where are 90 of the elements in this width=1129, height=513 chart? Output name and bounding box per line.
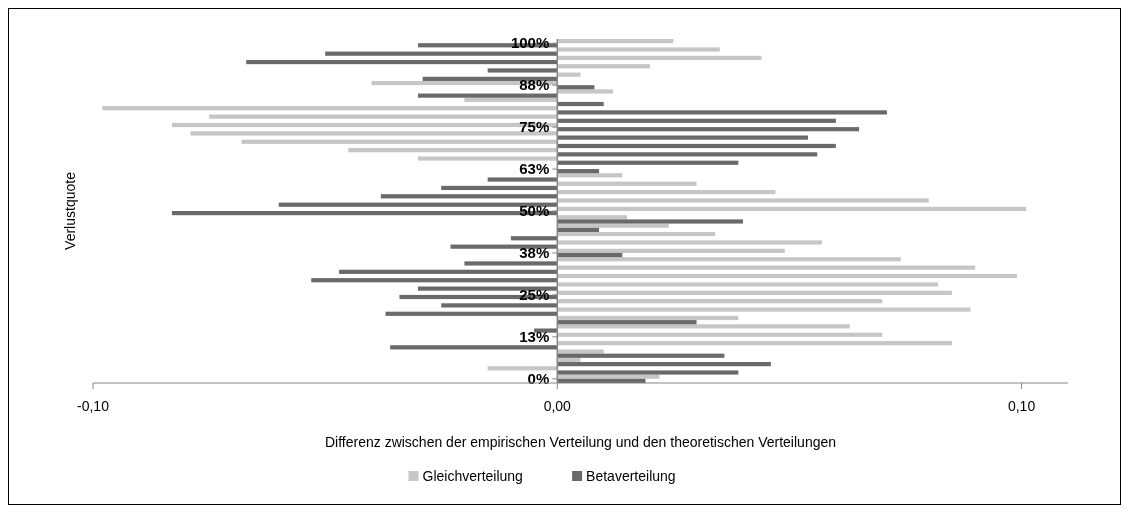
bar xyxy=(464,97,558,102)
bar xyxy=(557,307,971,312)
bar xyxy=(557,240,822,245)
bar xyxy=(557,169,600,174)
bar xyxy=(557,324,850,329)
bar xyxy=(557,190,776,195)
y-tick-label: 0% xyxy=(527,370,550,388)
bar xyxy=(510,236,558,241)
bar xyxy=(557,64,651,69)
bar xyxy=(278,202,558,207)
x-tick-label: 0,00 xyxy=(543,398,572,414)
legend-label: Gleichverteilung xyxy=(422,468,523,484)
bar xyxy=(190,131,558,136)
bar xyxy=(557,152,818,157)
bar xyxy=(246,59,558,65)
bar xyxy=(534,328,558,333)
bar xyxy=(557,252,623,258)
bar xyxy=(557,72,581,77)
y-tick-label: 88% xyxy=(519,76,550,94)
bar xyxy=(557,118,836,123)
legend-label: Betaverteilung xyxy=(586,468,676,484)
bar xyxy=(557,231,716,237)
x-axis-title: Differenz zwischen der empirischen Verteilung und den theoretischen Verteilungen xyxy=(324,434,837,450)
bar xyxy=(487,366,558,371)
bar xyxy=(557,374,660,379)
bar xyxy=(422,76,558,81)
bar xyxy=(418,93,558,98)
y-tick-label: 13% xyxy=(519,328,550,346)
bar xyxy=(557,282,938,287)
bar xyxy=(557,349,604,354)
y-tick-label: 25% xyxy=(519,286,550,304)
bar xyxy=(418,286,558,291)
bar xyxy=(557,181,697,186)
bar xyxy=(557,143,836,149)
bar xyxy=(441,303,558,308)
bar xyxy=(241,139,558,144)
bar xyxy=(557,219,743,224)
y-tick-label: 75% xyxy=(519,118,550,136)
bar xyxy=(557,315,739,321)
bar xyxy=(325,51,558,56)
bar xyxy=(441,185,558,191)
bar xyxy=(487,177,558,182)
bar xyxy=(209,114,558,119)
bar xyxy=(464,261,558,266)
bar xyxy=(557,135,808,140)
y-axis-title: Verlustquote xyxy=(62,171,78,250)
bar xyxy=(557,357,581,363)
x-tick-label: -0,10 xyxy=(77,398,110,414)
bar xyxy=(557,341,952,346)
bar xyxy=(557,290,952,295)
bar xyxy=(557,265,976,270)
bar xyxy=(557,299,883,304)
bar xyxy=(557,223,669,228)
bar xyxy=(487,68,558,73)
bar xyxy=(102,106,558,111)
bar xyxy=(557,160,739,165)
x-tick-label: 0,10 xyxy=(1007,398,1036,414)
y-tick-label: 38% xyxy=(519,244,550,262)
bar xyxy=(348,148,558,153)
bar xyxy=(418,156,558,161)
bar xyxy=(557,257,901,262)
y-tick-label: 63% xyxy=(519,160,550,178)
bar xyxy=(557,39,674,44)
bar xyxy=(557,55,762,60)
bar xyxy=(390,345,558,350)
bar xyxy=(557,227,600,232)
bar xyxy=(557,101,604,107)
bar xyxy=(557,320,697,325)
bar xyxy=(557,353,725,358)
bar xyxy=(385,311,558,316)
bar xyxy=(557,215,627,220)
bar xyxy=(557,332,883,337)
bar xyxy=(557,370,739,375)
bar xyxy=(557,273,1017,279)
bar xyxy=(557,173,623,178)
bar xyxy=(557,362,771,367)
bar xyxy=(557,89,613,94)
bar xyxy=(557,198,929,203)
y-tick-label: 50% xyxy=(519,202,550,220)
bar xyxy=(557,248,785,253)
bar xyxy=(311,278,558,283)
bar xyxy=(557,85,595,90)
bar xyxy=(380,194,558,199)
y-tick-label: 100% xyxy=(510,34,550,52)
bar xyxy=(557,127,860,132)
bar xyxy=(557,47,720,52)
bar xyxy=(557,110,887,115)
bar xyxy=(450,244,558,249)
bar xyxy=(339,269,558,274)
bar xyxy=(557,206,1027,211)
